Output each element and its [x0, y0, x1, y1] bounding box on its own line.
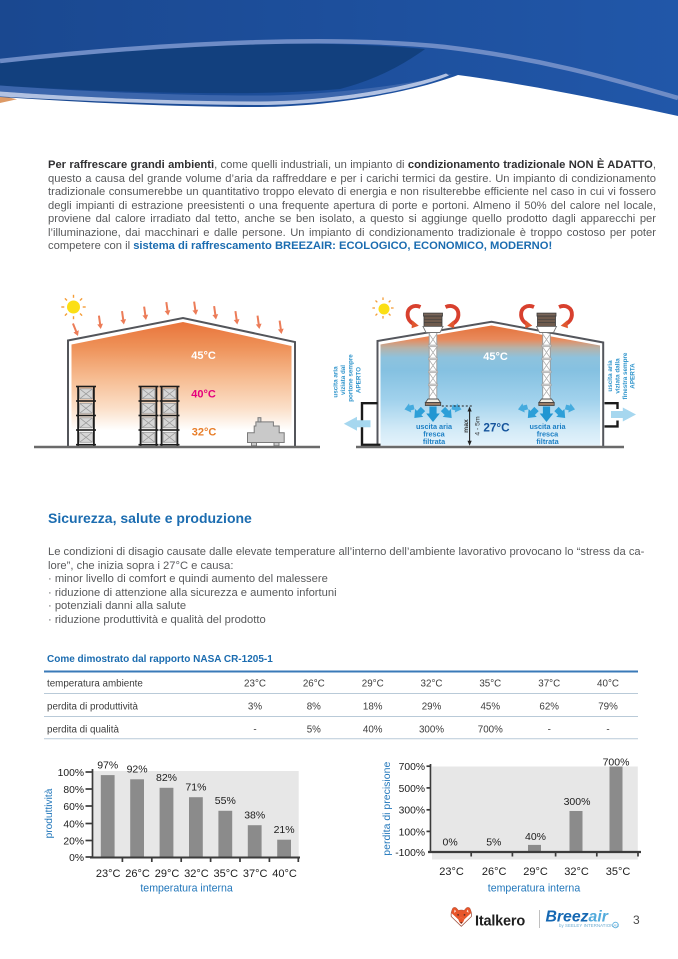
svg-text:32°C: 32°C — [184, 868, 209, 880]
svg-text:300%: 300% — [419, 725, 444, 736]
svg-text:temperatura ambiente: temperatura ambiente — [47, 679, 143, 690]
svg-text:82%: 82% — [156, 772, 177, 784]
svg-text:29°C: 29°C — [523, 866, 548, 878]
svg-text:5%: 5% — [307, 725, 321, 736]
svg-text:97%: 97% — [97, 759, 118, 771]
svg-text:35°C: 35°C — [606, 866, 631, 878]
svg-text:21%: 21% — [274, 824, 295, 836]
svg-text:23°C: 23°C — [244, 679, 266, 690]
svg-text:40°C: 40°C — [272, 868, 297, 880]
svg-text:100%: 100% — [399, 827, 425, 838]
svg-text:filtrata: filtrata — [423, 437, 446, 446]
svg-text:40%: 40% — [363, 725, 383, 736]
svg-text:filtrata: filtrata — [536, 437, 559, 446]
svg-text:700%: 700% — [603, 756, 630, 768]
svg-text:by SEELEY INTERNATIONAL: by SEELEY INTERNATIONAL — [559, 923, 619, 928]
svg-text:perdita di precisione: perdita di precisione — [381, 762, 393, 856]
svg-text:uscita aria: uscita aria — [416, 422, 453, 431]
svg-text:35°C: 35°C — [214, 868, 239, 880]
svg-text:Breezair: Breezair — [546, 909, 609, 926]
svg-text:8%: 8% — [307, 702, 321, 713]
svg-text:29°C: 29°C — [155, 868, 180, 880]
svg-text:finestra sempre: finestra sempre — [622, 352, 629, 399]
svg-text:viziata dal: viziata dal — [340, 365, 347, 395]
svg-text:37°C: 37°C — [538, 679, 560, 690]
svg-text:71%: 71% — [185, 781, 206, 793]
svg-text:uscita aria: uscita aria — [333, 366, 340, 398]
svg-text:700%: 700% — [399, 762, 425, 773]
svg-text:5%: 5% — [486, 837, 501, 849]
svg-text:32°C: 32°C — [192, 427, 217, 439]
svg-text:32°C: 32°C — [564, 866, 589, 878]
svg-text:92%: 92% — [127, 764, 148, 776]
svg-text:-: - — [548, 725, 551, 736]
svg-text:APERTA: APERTA — [629, 363, 636, 389]
svg-text:viziata dalla: viziata dalla — [614, 358, 621, 394]
svg-text:-100%: -100% — [395, 848, 425, 859]
svg-text:37°C: 37°C — [243, 868, 268, 880]
svg-text:45%: 45% — [480, 702, 500, 713]
svg-text:APERTO: APERTO — [356, 367, 363, 393]
svg-text:40%: 40% — [525, 831, 546, 843]
svg-text:4 - 5m: 4 - 5m — [475, 416, 482, 436]
svg-text:100%: 100% — [58, 768, 84, 779]
svg-text:40°C: 40°C — [191, 389, 216, 401]
svg-text:29°C: 29°C — [362, 679, 384, 690]
svg-text:portone sempre: portone sempre — [348, 354, 355, 402]
svg-text:-: - — [606, 725, 609, 736]
svg-text:-: - — [253, 725, 256, 736]
svg-text:18%: 18% — [363, 702, 383, 713]
svg-text:32°C: 32°C — [421, 679, 443, 690]
svg-text:40°C: 40°C — [597, 679, 619, 690]
svg-text:60%: 60% — [63, 802, 84, 813]
svg-text:max: max — [463, 419, 470, 433]
svg-text:uscita aria: uscita aria — [529, 422, 566, 431]
svg-text:perdita di qualità: perdita di qualità — [47, 725, 119, 736]
svg-text:26°C: 26°C — [125, 868, 150, 880]
svg-text:26°C: 26°C — [303, 679, 325, 690]
svg-text:perdita di produttività: perdita di produttività — [47, 702, 138, 713]
svg-text:500%: 500% — [399, 784, 425, 795]
svg-text:fresca: fresca — [423, 430, 445, 439]
svg-text:3: 3 — [633, 913, 640, 927]
svg-text:26°C: 26°C — [482, 866, 507, 878]
svg-text:80%: 80% — [63, 785, 84, 796]
svg-text:Italkero: Italkero — [475, 914, 525, 930]
svg-text:62%: 62% — [539, 702, 559, 713]
svg-text:fresca: fresca — [537, 430, 559, 439]
svg-text:produttività: produttività — [44, 788, 55, 838]
svg-text:uscita aria: uscita aria — [607, 360, 614, 392]
svg-text:300%: 300% — [399, 806, 425, 817]
svg-text:27°C: 27°C — [483, 421, 510, 435]
svg-text:23°C: 23°C — [96, 868, 121, 880]
svg-text:38%: 38% — [244, 809, 265, 821]
svg-text:45°C: 45°C — [483, 351, 508, 363]
svg-text:55%: 55% — [215, 795, 236, 807]
svg-text:29%: 29% — [422, 702, 442, 713]
svg-text:45°C: 45°C — [191, 350, 216, 362]
svg-text:300%: 300% — [564, 796, 591, 808]
svg-text:0%: 0% — [443, 837, 458, 849]
svg-text:temperatura interna: temperatura interna — [140, 883, 233, 895]
svg-text:700%: 700% — [478, 725, 503, 736]
svg-text:3%: 3% — [248, 702, 262, 713]
svg-text:20%: 20% — [63, 836, 84, 847]
svg-text:79%: 79% — [598, 702, 618, 713]
svg-text:temperatura interna: temperatura interna — [488, 883, 581, 895]
svg-text:23°C: 23°C — [439, 866, 464, 878]
svg-text:0%: 0% — [69, 853, 84, 864]
svg-text:35°C: 35°C — [479, 679, 501, 690]
svg-text:40%: 40% — [63, 819, 84, 830]
